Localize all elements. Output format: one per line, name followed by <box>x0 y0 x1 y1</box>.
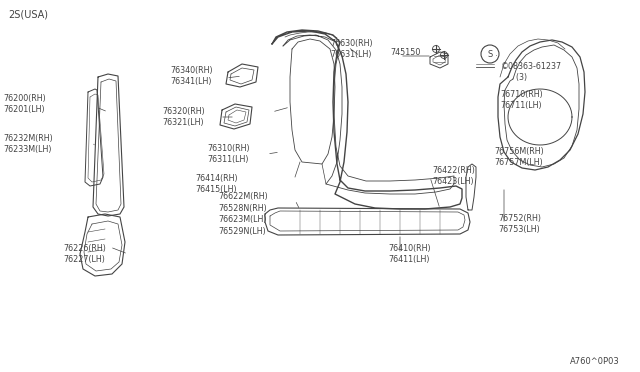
Text: 76410(RH)
76411(LH): 76410(RH) 76411(LH) <box>388 244 431 264</box>
Text: A760^0P03: A760^0P03 <box>570 357 620 366</box>
Text: 76226(RH)
76227(LH): 76226(RH) 76227(LH) <box>63 244 106 264</box>
Text: 76630(RH)
76631(LH): 76630(RH) 76631(LH) <box>330 39 372 60</box>
Text: 76200(RH)
76201(LH): 76200(RH) 76201(LH) <box>3 94 45 115</box>
Text: 76310(RH)
76311(LH): 76310(RH) 76311(LH) <box>207 144 250 164</box>
Text: 76232M(RH)
76233M(LH): 76232M(RH) 76233M(LH) <box>3 134 52 154</box>
Text: 76756M(RH)
76757M(LH): 76756M(RH) 76757M(LH) <box>494 147 544 167</box>
Text: S: S <box>488 49 493 58</box>
Text: 76752(RH)
76753(LH): 76752(RH) 76753(LH) <box>498 214 541 234</box>
Text: 76422(RH)
76423(LH): 76422(RH) 76423(LH) <box>432 166 475 186</box>
Text: 76710(RH)
76711(LH): 76710(RH) 76711(LH) <box>500 90 543 110</box>
Text: 76320(RH)
76321(LH): 76320(RH) 76321(LH) <box>162 107 205 127</box>
Text: 745150: 745150 <box>390 48 420 57</box>
Text: 76622M(RH)
76528N(RH)
76623M(LH)
76529N(LH): 76622M(RH) 76528N(RH) 76623M(LH) 76529N(… <box>218 192 268 236</box>
Text: ©08363-61237
      (3): ©08363-61237 (3) <box>501 62 562 83</box>
Text: 2S(USA): 2S(USA) <box>8 9 48 19</box>
Text: 76340(RH)
76341(LH): 76340(RH) 76341(LH) <box>170 65 212 86</box>
Text: 76414(RH)
76415(LH): 76414(RH) 76415(LH) <box>195 174 237 195</box>
